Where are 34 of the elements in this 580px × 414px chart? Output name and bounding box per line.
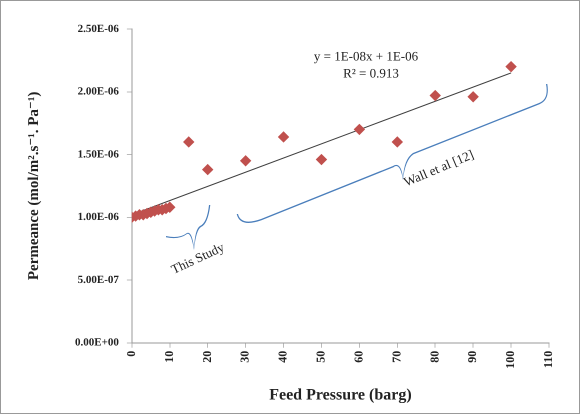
x-tick-label: 20 — [200, 350, 214, 363]
annotation: Wall et al [12] — [401, 146, 476, 190]
x-tick-label: 50 — [314, 350, 328, 363]
point — [278, 131, 290, 142]
x-tick-label: 0 — [124, 350, 138, 357]
y-tick-label: 1.50E-06 — [78, 148, 120, 160]
point — [202, 164, 214, 176]
y-tick-label: 0.00E+00 — [74, 336, 120, 349]
x-axis-title: Feed Pressure (barg) — [269, 386, 412, 404]
point — [240, 155, 252, 166]
y-tick-label: 2.00E-06 — [78, 86, 120, 98]
y-tick-label: 2.50E-06 — [78, 22, 120, 35]
x-tick-label: 60 — [351, 350, 366, 363]
point — [183, 136, 194, 148]
y-tick-label: 1.00E-06 — [78, 211, 120, 224]
annotation: This Study — [168, 239, 227, 277]
point — [468, 91, 479, 102]
x-tick-label: 110 — [541, 350, 556, 368]
x-tick-label: 70 — [389, 350, 404, 363]
point — [354, 124, 365, 135]
x-tick-label: 90 — [465, 350, 480, 363]
annotation: y = 1E-08x + 1E-06 — [314, 48, 419, 64]
point — [430, 90, 441, 102]
x-tick-label: 10 — [162, 350, 176, 363]
point — [316, 154, 327, 166]
y-tick-label: 5.00E-07 — [78, 274, 120, 286]
x-tick-label: 100 — [503, 350, 518, 369]
point — [506, 61, 517, 72]
x-tick-label: 40 — [276, 350, 290, 363]
x-tick-label: 80 — [427, 350, 442, 363]
x-tick-label: 30 — [238, 350, 252, 363]
point — [392, 136, 403, 148]
y-axis-title: Permeance (mol/m².s⁻¹. Pa⁻¹) — [26, 92, 42, 280]
annotation: R² = 0.913 — [343, 65, 399, 80]
